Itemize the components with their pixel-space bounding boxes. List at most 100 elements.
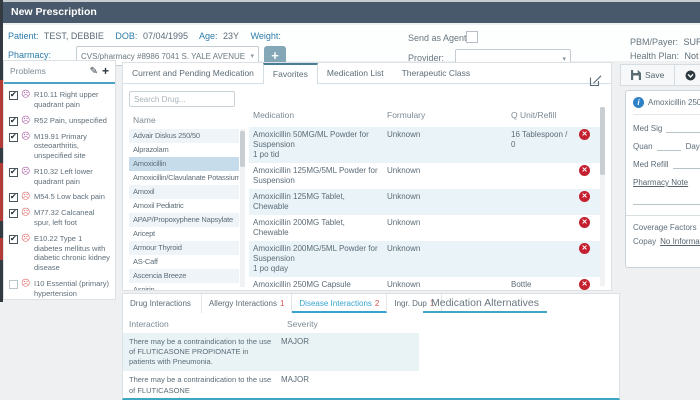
medication-name: Amoxicillin 50MG/ML Powder for Suspensio…: [253, 129, 369, 149]
interaction-severity: MAJOR: [281, 337, 309, 346]
tab-therapeutic-class[interactable]: Therapeutic Class: [401, 68, 471, 78]
tab-allergy-interactions[interactable]: Allergy Interactions 1: [202, 294, 293, 313]
medication-name: Amoxicillin 250MG Capsule: [253, 279, 351, 289]
quantity-label: Quan: [633, 142, 653, 151]
problem-label: R10.11 Right upper quadrant pain: [34, 90, 99, 109]
list-item[interactable]: Ascencia Breeze: [129, 269, 239, 283]
list-item[interactable]: Aricept: [133, 229, 155, 238]
tab-favorites[interactable]: Favorites: [262, 63, 318, 84]
send-as-agent-checkbox[interactable]: [466, 31, 478, 43]
medication-name: Amoxicillin 200MG Tablet, Chewable: [253, 217, 345, 237]
pbm-payer-row: PBM/Payer: SURESCRIPTS: [630, 37, 700, 47]
list-item[interactable]: ✔ ☹ R10.32 Left lower quadrant pain: [9, 165, 112, 187]
print-button[interactable]: Print: [675, 65, 700, 85]
table-row[interactable]: There may be a contraindication to the u…: [123, 371, 419, 398]
list-item[interactable]: Amoxicillin/Clavulanate Potassium: [133, 173, 239, 182]
table-row[interactable]: There may be a contraindication to the u…: [123, 333, 419, 372]
x-glyph: ✕: [581, 166, 588, 174]
add-problem-icon[interactable]: +: [101, 64, 109, 78]
table-row[interactable]: Amoxicillin 200MG/5ML Powder for Suspens…: [249, 240, 601, 277]
save-button[interactable]: Save: [621, 65, 676, 85]
table-row[interactable]: Amoxicillin 200MG Tablet, Chewable Unkno…: [249, 215, 601, 241]
remove-icon[interactable]: ✕: [579, 164, 590, 176]
table-scrollbar[interactable]: [600, 107, 605, 286]
edit-problems-icon[interactable]: ✎: [89, 65, 98, 77]
provider-label: Provider:: [408, 53, 445, 63]
medication-tabs: Current and Pending Medication Favorites…: [123, 63, 611, 84]
list-item[interactable]: Alprazolam: [133, 145, 169, 154]
list-item[interactable]: ✔ ☹ M19.91 Primary osteoarthritis, unspe…: [9, 130, 112, 161]
info-icon: i: [633, 97, 644, 108]
problem-label: M77.32 Calcaneal spur, left foot: [34, 208, 95, 227]
table-row[interactable]: Amoxicillin 125MG Tablet, Chewable Unkno…: [249, 188, 601, 215]
list-item[interactable]: Armour Thyroid: [129, 241, 239, 255]
compose-edit-icon[interactable]: [589, 74, 602, 87]
print-circle-icon: [685, 70, 696, 80]
health-plan-label: Health Plan:: [630, 51, 680, 61]
tab-ingredient-duplication[interactable]: Ingr. Dup 1: [387, 294, 443, 313]
column-header-severity: Severity: [287, 319, 318, 329]
remove-icon[interactable]: ✕: [579, 216, 590, 228]
tab-disease-interactions[interactable]: Disease Interactions 2: [292, 294, 388, 313]
med-sig-field[interactable]: [666, 124, 700, 133]
table-row[interactable]: Amoxicillin 250MG Capsule Unknown Bottle…: [249, 277, 601, 290]
problem-checkbox[interactable]: ✔: [9, 192, 18, 203]
copay-label: Copay: [633, 237, 657, 246]
table-row[interactable]: Amoxicillin 125MG/5ML Powder for Suspens…: [249, 163, 601, 189]
medication-formulary: Unknown: [387, 129, 421, 139]
quantity-field[interactable]: [656, 142, 681, 151]
problem-checkbox[interactable]: ✔: [9, 167, 18, 177]
search-input[interactable]: [129, 91, 235, 107]
list-item[interactable]: ✔ ☹ E10.22 Type 1 diabetes mellitus with…: [9, 233, 112, 273]
problem-checkbox[interactable]: ✔: [9, 132, 18, 142]
add-pharmacy-button[interactable]: +: [264, 46, 286, 66]
note-field[interactable]: [633, 196, 700, 205]
problem-checkbox[interactable]: ✔: [9, 208, 18, 219]
copay-info-link[interactable]: No Information: [660, 237, 700, 246]
medication-formulary: Unknown: [387, 217, 421, 227]
table-row[interactable]: Amoxicillin 50MG/ML Powder for Suspensio…: [249, 126, 601, 163]
problem-checkbox[interactable]: ✔: [9, 234, 18, 244]
pharmacy-label: Pharmacy:: [8, 50, 52, 60]
list-item[interactable]: Aspirin: [133, 285, 155, 291]
remove-icon[interactable]: ✕: [579, 190, 590, 202]
x-glyph: ✕: [581, 130, 588, 138]
problems-title: Problems: [10, 66, 46, 76]
list-item[interactable]: ✔ ☹ R52 Pain, unspecified: [9, 115, 112, 126]
tab-count: 1: [429, 299, 435, 308]
medication-sig: 1 po tid: [253, 149, 280, 159]
med-refill-field[interactable]: [672, 160, 700, 169]
frown-icon: ☹: [21, 130, 31, 141]
list-item-selected[interactable]: Amoxicillin: [129, 157, 239, 171]
frown-icon: ☹: [21, 165, 31, 176]
drug-list-scrollbar[interactable]: [240, 129, 245, 287]
problem-checkbox[interactable]: ✔: [9, 90, 18, 100]
prescription-card: i Amoxicillin 250MG Capsule Med Sig Quan…: [625, 90, 700, 268]
list-item[interactable]: ✔ ☹ M77.32 Calcaneal spur, left foot: [9, 208, 112, 228]
remove-icon[interactable]: ✕: [579, 278, 590, 290]
medication-qunit: [509, 189, 571, 195]
list-item[interactable]: Amoxil Pediatric: [133, 201, 184, 210]
interaction-text: There may be a contraindication to the u…: [129, 375, 272, 398]
pharmacy-note-link[interactable]: Pharmacy Note: [633, 178, 689, 187]
column-header-qunit: Q Unit/Refill: [511, 110, 557, 120]
remove-icon[interactable]: ✕: [579, 242, 590, 254]
rx-action-bar: Save Print: [620, 64, 700, 86]
problem-checkbox[interactable]: ✔: [9, 116, 18, 126]
tab-current-pending-medication[interactable]: Current and Pending Medication: [132, 68, 254, 78]
tab-medication-list[interactable]: Medication List: [326, 68, 384, 78]
medication-formulary: Unknown: [387, 279, 421, 289]
list-item[interactable]: AS-Caff: [133, 257, 158, 266]
list-item[interactable]: APAP/Propoxyphene Napsylate: [129, 213, 239, 227]
remove-icon[interactable]: ✕: [579, 128, 590, 140]
list-item[interactable]: Advair Diskus 250/50: [129, 129, 239, 143]
list-item[interactable]: ✔ ☹ M54.5 Low back pain: [9, 192, 112, 203]
list-item[interactable]: ✔ ☹ R10.11 Right upper quadrant pain: [9, 90, 112, 110]
list-item[interactable]: Amoxil: [129, 185, 239, 199]
problem-checkbox[interactable]: [9, 279, 18, 289]
tab-medication-alternatives[interactable]: Medication Alternatives: [423, 294, 547, 313]
health-plan-row: Health Plan: Not Provided: [630, 51, 700, 61]
list-item[interactable]: ☹ I10 Essential (primary) hypertension: [9, 278, 112, 299]
tab-drug-interactions[interactable]: Drug Interactions: [123, 294, 202, 313]
x-glyph: ✕: [581, 280, 588, 288]
